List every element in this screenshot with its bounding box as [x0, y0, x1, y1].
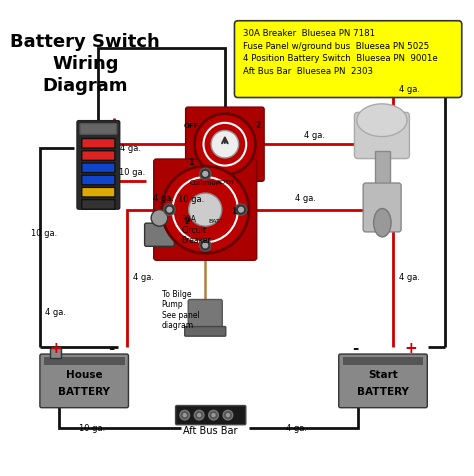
FancyBboxPatch shape: [339, 354, 427, 408]
Text: 4 ga.: 4 ga.: [295, 194, 316, 203]
FancyBboxPatch shape: [363, 183, 401, 232]
FancyBboxPatch shape: [185, 327, 226, 336]
Circle shape: [223, 410, 233, 420]
FancyBboxPatch shape: [355, 112, 410, 159]
Text: 4 ga.: 4 ga.: [45, 307, 66, 317]
Text: +: +: [404, 341, 417, 357]
Circle shape: [162, 166, 249, 253]
Text: 2: 2: [256, 121, 261, 130]
Bar: [343, 357, 423, 365]
Text: 4 ga.: 4 ga.: [400, 273, 420, 282]
FancyBboxPatch shape: [82, 175, 115, 185]
FancyBboxPatch shape: [186, 107, 264, 181]
Circle shape: [200, 168, 211, 179]
Circle shape: [238, 207, 244, 213]
FancyBboxPatch shape: [235, 21, 462, 98]
Text: BATTERY: BATTERY: [357, 387, 409, 397]
Text: 4 ga.: 4 ga.: [304, 131, 325, 140]
Text: 30A
Circuit
Breaker: 30A Circuit Breaker: [181, 216, 211, 245]
FancyBboxPatch shape: [175, 406, 246, 425]
FancyBboxPatch shape: [188, 299, 222, 329]
Text: 1: 1: [189, 158, 194, 167]
Circle shape: [182, 413, 187, 417]
FancyBboxPatch shape: [82, 151, 115, 160]
FancyBboxPatch shape: [154, 159, 257, 260]
Text: 10 ga.: 10 ga.: [119, 168, 146, 177]
Text: 2: 2: [184, 218, 190, 227]
Ellipse shape: [357, 104, 407, 137]
Text: 4 ga.: 4 ga.: [120, 144, 141, 153]
Circle shape: [209, 410, 219, 420]
Circle shape: [200, 240, 211, 251]
Bar: [44, 357, 125, 365]
FancyBboxPatch shape: [82, 199, 115, 209]
FancyBboxPatch shape: [82, 139, 115, 148]
Text: 30A Breaker  Bluesea PN 7181
Fuse Panel w/ground bus  Bluesea PN 5025
4 Position: 30A Breaker Bluesea PN 7181 Fuse Panel w…: [243, 30, 438, 76]
Circle shape: [151, 209, 168, 226]
Text: -: -: [352, 341, 358, 357]
Text: BOTH: BOTH: [216, 180, 234, 185]
Text: 4 ga.: 4 ga.: [153, 194, 174, 203]
Circle shape: [202, 242, 208, 248]
Text: -: -: [108, 341, 115, 357]
FancyBboxPatch shape: [145, 223, 174, 246]
Bar: [374, 151, 390, 190]
Circle shape: [194, 410, 204, 420]
Circle shape: [211, 130, 238, 158]
FancyBboxPatch shape: [77, 120, 120, 209]
FancyBboxPatch shape: [82, 188, 115, 197]
Text: 4 ga.: 4 ga.: [133, 273, 154, 282]
Circle shape: [164, 204, 175, 215]
Text: 4 ga.: 4 ga.: [286, 425, 307, 434]
FancyBboxPatch shape: [82, 163, 115, 173]
Circle shape: [235, 204, 246, 215]
Text: Common: Common: [190, 180, 221, 187]
Text: Aft Bus Bar: Aft Bus Bar: [183, 426, 238, 436]
Text: 1: 1: [231, 208, 236, 216]
Circle shape: [226, 413, 230, 417]
Text: +: +: [50, 341, 63, 357]
Circle shape: [180, 410, 190, 420]
Circle shape: [202, 171, 208, 177]
Bar: [50, 348, 61, 358]
FancyBboxPatch shape: [80, 124, 117, 134]
Text: 10 ga.: 10 ga.: [178, 196, 204, 204]
Circle shape: [166, 207, 173, 213]
Text: OFF: OFF: [183, 123, 199, 129]
Text: 4 ga.: 4 ga.: [400, 85, 420, 94]
Text: 10 ga.: 10 ga.: [31, 229, 57, 238]
FancyBboxPatch shape: [40, 354, 128, 408]
Text: To Bilge
Pump
See panel
diagram: To Bilge Pump See panel diagram: [162, 290, 200, 330]
Circle shape: [211, 413, 216, 417]
Text: Battery Switch
Wiring
Diagram: Battery Switch Wiring Diagram: [10, 33, 160, 95]
Circle shape: [189, 193, 222, 226]
Circle shape: [194, 114, 255, 175]
Text: BATT: BATT: [209, 219, 224, 224]
Text: House: House: [66, 370, 102, 380]
Circle shape: [197, 413, 201, 417]
Text: 10 ga.: 10 ga.: [79, 425, 105, 434]
Ellipse shape: [374, 208, 391, 237]
Text: Start: Start: [368, 370, 398, 380]
Text: BATTERY: BATTERY: [58, 387, 110, 397]
